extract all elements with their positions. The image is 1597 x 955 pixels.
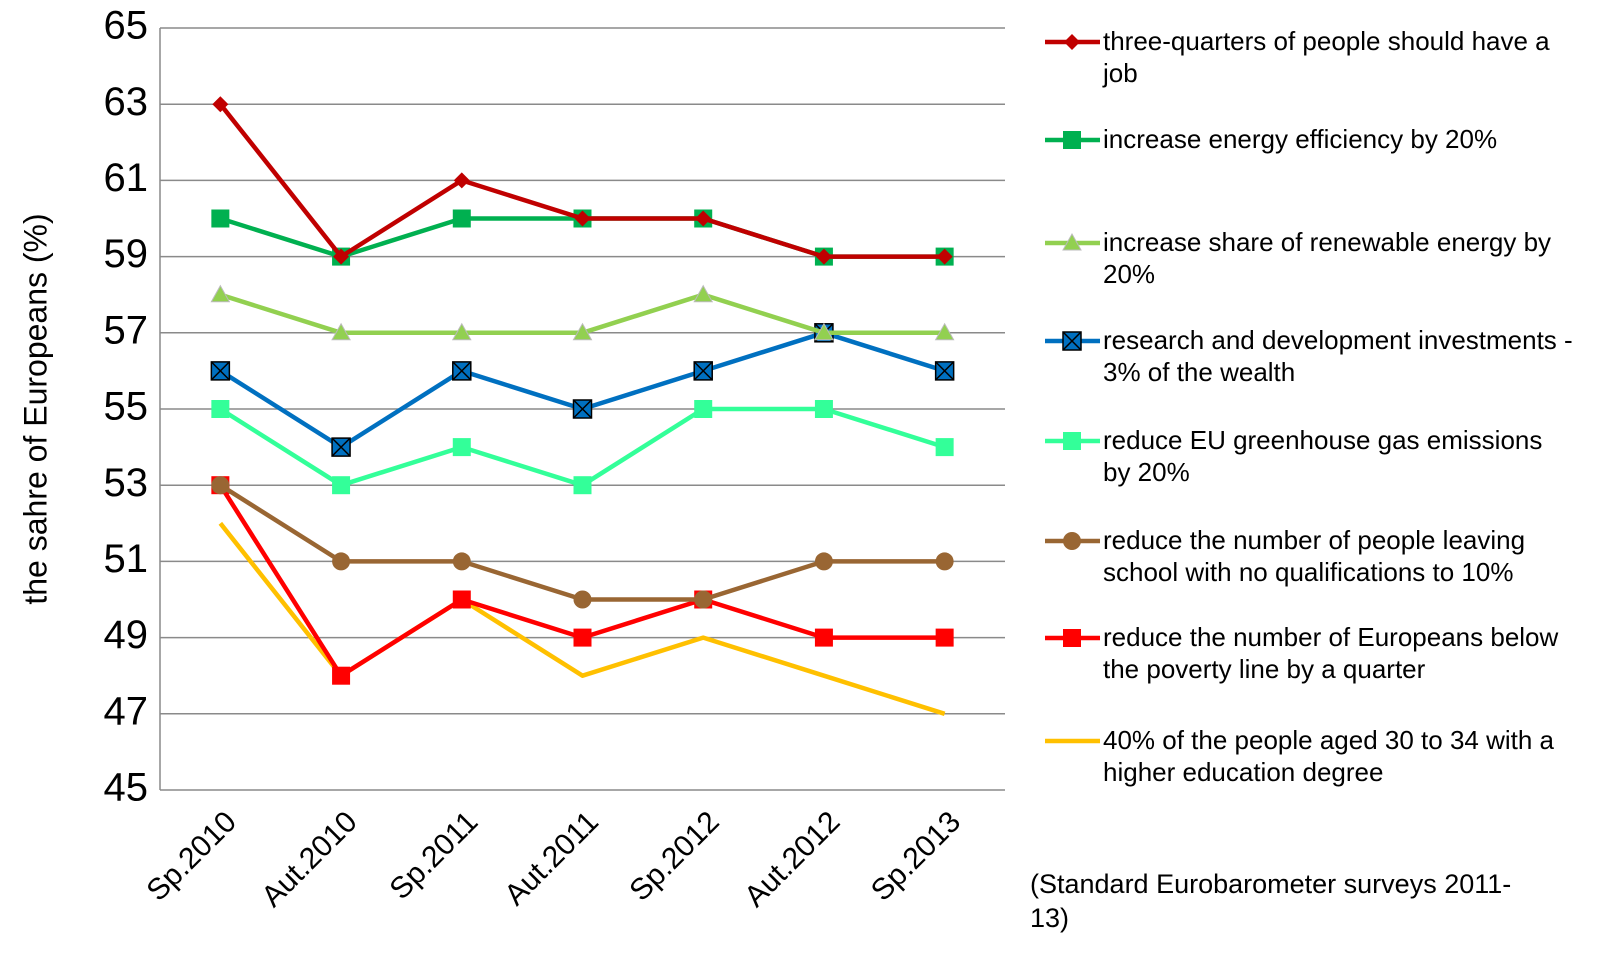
marker [936, 248, 953, 265]
marker [694, 590, 713, 609]
x-tick-label: Aut.2012 [738, 805, 846, 913]
legend-label: reduce the number of people leaving scho… [1103, 525, 1526, 587]
legend-label: increase share of renewable energy by 20… [1103, 227, 1552, 289]
legend-label: three-quarters of people should have a j… [1103, 26, 1550, 88]
x-tick-label: Aut.2010 [255, 805, 363, 913]
marker [212, 96, 229, 113]
marker [572, 322, 593, 341]
marker [452, 209, 471, 228]
legend-key [1045, 331, 1100, 351]
marker [1062, 331, 1082, 351]
marker [331, 437, 351, 457]
marker [814, 322, 834, 341]
marker [331, 322, 351, 341]
y-tick-label: 65 [104, 4, 149, 48]
marker-cross [331, 437, 351, 457]
legend-label: reduce EU greenhouse gas emissions by 20… [1103, 425, 1543, 487]
marker [1063, 131, 1081, 149]
marker [815, 248, 832, 265]
marker [573, 628, 592, 647]
marker-cross [452, 361, 472, 381]
marker [211, 209, 230, 228]
legend-key [1045, 532, 1100, 550]
marker [814, 552, 833, 571]
marker [453, 172, 470, 189]
y-axis-label: the sahre of Europeans (%) [17, 213, 53, 604]
marker [934, 361, 955, 381]
marker [814, 400, 833, 418]
marker [695, 210, 712, 227]
series-line [218, 483, 945, 678]
legend-key [1045, 131, 1100, 149]
marker [452, 361, 472, 381]
x-tick-label: Sp.2012 [623, 805, 725, 907]
x-tick-label: Sp.2010 [141, 805, 243, 907]
y-tick-label: 49 [104, 613, 149, 657]
marker [573, 590, 592, 609]
marker [451, 322, 472, 341]
marker [452, 552, 471, 571]
x-tick-label: Sp.2013 [865, 805, 967, 907]
legend-key [1045, 629, 1100, 647]
marker [694, 400, 713, 418]
legend-label: 40% of the people aged 30 to 34 with a h… [1103, 725, 1555, 787]
marker [332, 666, 351, 685]
marker [1063, 629, 1081, 647]
y-tick-label: 55 [104, 385, 149, 429]
marker-cross [210, 361, 230, 381]
series-line [219, 330, 946, 450]
y-tick-label: 57 [104, 308, 149, 352]
x-tick-label: Sp.2011 [384, 805, 485, 906]
marker [211, 476, 230, 495]
marker-cross [935, 361, 955, 381]
marker [332, 476, 351, 495]
y-tick-label: 47 [104, 689, 149, 733]
marker [210, 284, 231, 303]
marker [210, 361, 231, 381]
marker [572, 399, 593, 419]
marker [333, 248, 350, 265]
legend-label: reduce the number of Europeans below the… [1103, 622, 1559, 684]
y-tick-label: 59 [104, 232, 149, 276]
marker [1064, 34, 1080, 50]
marker [574, 210, 591, 227]
y-tick-label: 53 [104, 461, 149, 505]
marker [1062, 232, 1082, 251]
y-tick-label: 63 [104, 80, 149, 124]
source-note: (Standard Eurobarometer surveys 2011-13) [1030, 869, 1512, 933]
marker [211, 400, 230, 418]
legend-label: research and development investments - 3… [1103, 325, 1573, 387]
y-tick-label: 51 [104, 537, 149, 581]
legend-key [1045, 232, 1100, 251]
legend-label: increase energy efficiency by 20% [1103, 124, 1498, 154]
legend-key [1045, 432, 1100, 450]
marker [1063, 532, 1081, 550]
marker [814, 628, 833, 647]
marker [452, 590, 471, 609]
marker [934, 322, 955, 341]
marker [935, 438, 954, 457]
y-tick-label: 45 [104, 766, 149, 810]
legend-key [1045, 34, 1100, 50]
marker [1063, 432, 1081, 450]
x-tick-label: Aut.2011 [498, 805, 605, 912]
marker-cross [572, 399, 593, 419]
marker [693, 361, 713, 381]
marker [935, 628, 954, 647]
marker [573, 476, 592, 495]
series-line [219, 483, 945, 602]
marker-cross [1062, 331, 1082, 351]
marker [332, 552, 351, 571]
marker [693, 284, 714, 303]
series-line [219, 406, 946, 488]
y-tick-label: 61 [104, 156, 149, 200]
marker [452, 438, 471, 457]
marker-cross [693, 361, 713, 381]
marker [935, 552, 954, 571]
